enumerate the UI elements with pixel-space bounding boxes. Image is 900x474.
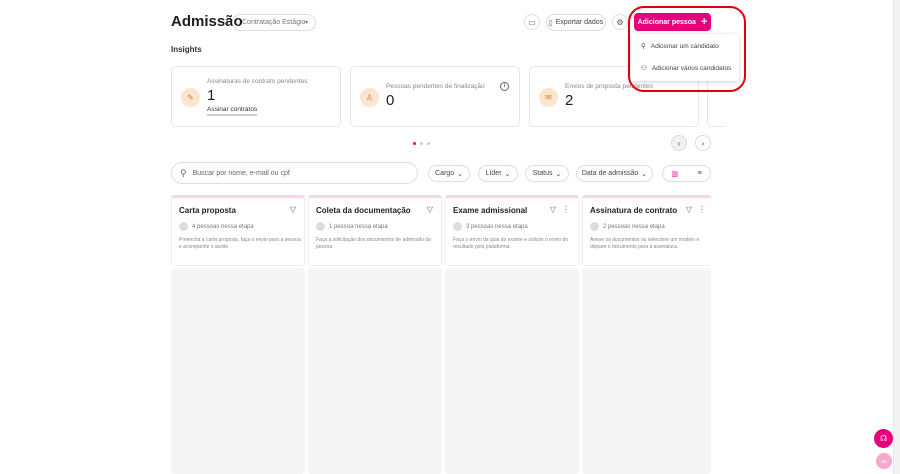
settings-button[interactable]: ⚙ [612, 14, 628, 30]
users-icon: ⚇ [641, 65, 647, 72]
more-vertical-icon[interactable]: ⋮ [698, 205, 706, 214]
insight-value: 1 [207, 87, 216, 104]
filter-lider[interactable]: Líder ⌄ [478, 165, 518, 182]
column-count: 1 pessoa nessa etapa [329, 223, 388, 230]
filter-label: Cargo [435, 170, 455, 177]
column-description: Faça o envio da guia do exame e solicite… [453, 237, 569, 250]
kanban-column: Carta proposta ▽ 4 pessoas nessa etapa P… [171, 195, 305, 266]
flow-select-value: Contratação Estágio [242, 19, 306, 26]
column-count: 2 pessoas nessa etapa [603, 223, 665, 230]
chat-bubbles-icon: ∞ [881, 456, 887, 466]
column-body [171, 268, 305, 474]
filter-icon[interactable]: ▽ [685, 205, 692, 214]
insight-label: Assinaturas de contrato pendentes [207, 78, 308, 85]
carousel-dot[interactable] [427, 142, 430, 145]
column-body [582, 268, 711, 474]
gear-icon: ⚙ [616, 17, 624, 27]
avatar-icon [453, 222, 462, 231]
filter-icon[interactable]: ▽ [549, 205, 556, 214]
plus-icon: + [700, 16, 708, 28]
filter-icon[interactable]: ▽ [426, 205, 433, 214]
column-body [308, 268, 442, 474]
insight-label: Envios de proposta pendentes [565, 83, 653, 90]
kanban-column: Exame admissional ▽ ⋮ 3 pessoas nessa eta… [445, 195, 579, 266]
add-person-label: Adicionar pessoa [637, 18, 696, 26]
chevron-down-icon: ⌄ [641, 170, 648, 178]
export-label: Exportar dados [555, 19, 604, 26]
filter-cargo[interactable]: Cargo ⌄ [428, 165, 470, 182]
chat-button[interactable]: ∞ [876, 453, 892, 469]
headset-icon: ☊ [879, 434, 888, 443]
user-icon: ⚲ [641, 43, 646, 50]
menu-item-add-one[interactable]: ⚲ Adicionar um candidato [631, 36, 739, 56]
insights-title: Insights [171, 45, 202, 54]
insight-card: ♙ Pessoas pendentes de finalização 0 i [350, 66, 520, 127]
export-button[interactable]: ▯ Exportar dados [546, 14, 606, 31]
add-person-button[interactable]: Adicionar pessoa + [634, 13, 711, 31]
carousel-prev-button[interactable]: ‹ [671, 135, 687, 151]
avatar-icon [316, 222, 325, 231]
insight-value: 0 [386, 92, 395, 109]
add-person-menu: ⚲ Adicionar um candidato ⚇ Adicionar vário… [631, 34, 739, 81]
column-description: Faça a solicitação dos documentos de adm… [316, 237, 431, 250]
carousel-dot-active[interactable] [413, 142, 416, 145]
chevron-down-icon: ⌄ [504, 170, 511, 178]
filter-status[interactable]: Status ⌄ [525, 165, 569, 182]
search-placeholder: Buscar por nome, e-mail ou cpf [192, 169, 290, 177]
search-input[interactable]: ⚲ Buscar por nome, e-mail ou cpf [171, 162, 418, 184]
chevron-right-icon: › [701, 138, 705, 148]
page-title: Admissão [171, 13, 243, 30]
carousel-dot[interactable] [420, 142, 423, 145]
menu-item-label: Adicionar vários candidatos [651, 64, 732, 72]
more-vertical-icon[interactable]: ⋮ [562, 205, 570, 214]
column-description: Anexe os documentos ou selecione um mode… [590, 237, 700, 250]
column-title: Carta proposta [179, 206, 236, 215]
user-check-icon: ♙ [360, 88, 379, 107]
file-icon: ▯ [548, 19, 553, 27]
list-view-icon[interactable]: ≡ [697, 170, 702, 177]
column-description: Preencha a carta proposta, faça o envio … [179, 237, 301, 250]
insight-label: Pessoas pendentes de finalização [386, 83, 485, 90]
filter-label: Líder [485, 170, 502, 177]
column-count: 4 pessoas nessa etapa [192, 223, 254, 230]
sign-contracts-link[interactable]: Assinar contratos [207, 106, 258, 116]
chat-icon: ▭ [528, 17, 536, 27]
filter-data-admissao[interactable]: Data de admissão ⌄ [576, 165, 653, 182]
column-title: Coleta da documentação [316, 206, 411, 215]
column-body [445, 268, 579, 474]
chevron-left-icon: ‹ [677, 138, 681, 148]
search-icon: ⚲ [180, 167, 187, 178]
column-count: 3 pessoas nessa etapa [466, 223, 528, 230]
mail-icon: ✉ [539, 88, 558, 107]
filter-label: Status [532, 170, 553, 177]
scrollbar[interactable] [893, 0, 900, 474]
menu-item-label: Adicionar um candidato [650, 42, 719, 50]
chevron-down-icon: ⌄ [555, 170, 562, 178]
kanban-view-icon[interactable]: ▥ [671, 170, 678, 178]
view-toggle: ▥ ≡ [662, 165, 711, 182]
chevron-down-icon: ⌄ [457, 170, 463, 178]
filter-icon[interactable]: ▽ [289, 205, 296, 214]
insight-value: 2 [565, 92, 574, 109]
pen-icon: ✎ [181, 88, 200, 107]
caret-down-icon: ▾ [304, 20, 308, 26]
feedback-button[interactable]: ▭ [524, 14, 540, 30]
filter-label: Data de admissão [581, 170, 639, 177]
menu-item-add-many[interactable]: ⚇ Adicionar vários candidatos [631, 58, 739, 78]
carousel-next-button[interactable]: › [695, 135, 711, 151]
kanban-column: Assinatura de contrato ▽ ⋮ 2 pessoas ness… [582, 195, 711, 266]
avatar-icon [590, 222, 599, 231]
info-icon[interactable]: i [500, 82, 509, 91]
column-title: Assinatura de contrato [590, 206, 678, 215]
column-title: Exame admissional [453, 206, 528, 215]
support-button[interactable]: ☊ [874, 429, 893, 448]
flow-select[interactable]: Contratação Estágio ▾ [232, 14, 316, 31]
avatar-icon [179, 222, 188, 231]
insight-card: ✎ Assinaturas de contrato pendentes 1 As… [171, 66, 341, 127]
kanban-column: Coleta da documentação ▽ 1 pessoa nessa … [308, 195, 442, 266]
